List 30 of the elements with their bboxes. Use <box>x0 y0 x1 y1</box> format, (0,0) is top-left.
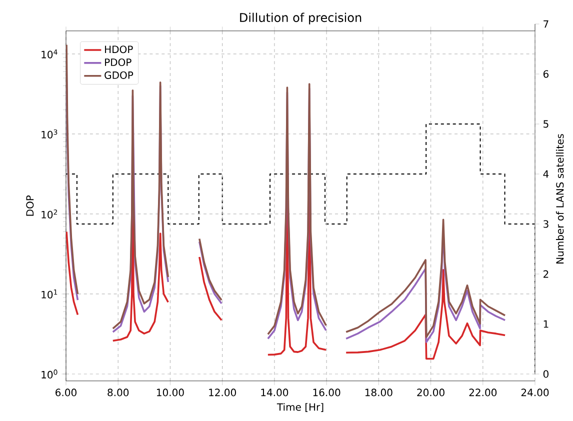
x-tick-label: 24.00 <box>521 388 549 396</box>
y2-tick-label: 7 <box>544 20 548 28</box>
x-axis-title: Time [Hr] <box>276 403 324 412</box>
x-tick-label: 8.00 <box>108 388 129 396</box>
legend-label: PDOP <box>105 58 132 66</box>
y2-tick-label: 5 <box>544 120 548 128</box>
x-tick-label: 12.00 <box>209 388 236 396</box>
y-tick-label: 10$^{2}$ <box>42 209 58 218</box>
x-tick-label: 10.00 <box>157 388 184 396</box>
y-tick-label: 10$^{0}$ <box>42 370 58 378</box>
y-tick-label: 10$^{4}$ <box>42 49 58 58</box>
y2-tick-label: 2 <box>544 270 548 278</box>
legend-label: GDOP <box>104 71 134 79</box>
x-tick-label: 16.00 <box>313 388 340 396</box>
y2-tick-label: 1 <box>544 320 548 328</box>
y-tick-label: 10$^{1}$ <box>42 290 58 298</box>
x-tick-label: 14.00 <box>261 388 288 396</box>
y2-tick-label: 4 <box>543 170 549 178</box>
y2-axis-title: Number of LANS satellites <box>556 134 564 264</box>
y-tick-label: 10$^{3}$ <box>42 129 58 138</box>
y2-tick-label: 3 <box>544 220 548 228</box>
x-tick-label: 20.00 <box>417 388 444 396</box>
chart-title: Dillution of precision <box>240 12 362 24</box>
y2-tick-label: 0 <box>543 370 548 378</box>
x-tick-label: 22.00 <box>469 388 497 396</box>
y2-tick-label: 6 <box>543 70 549 78</box>
x-tick-label: 18.00 <box>365 388 392 396</box>
x-tick-label: 6.00 <box>56 388 76 396</box>
legend-label: HDOP <box>105 46 133 54</box>
y-axis-title: DOP <box>26 195 34 216</box>
